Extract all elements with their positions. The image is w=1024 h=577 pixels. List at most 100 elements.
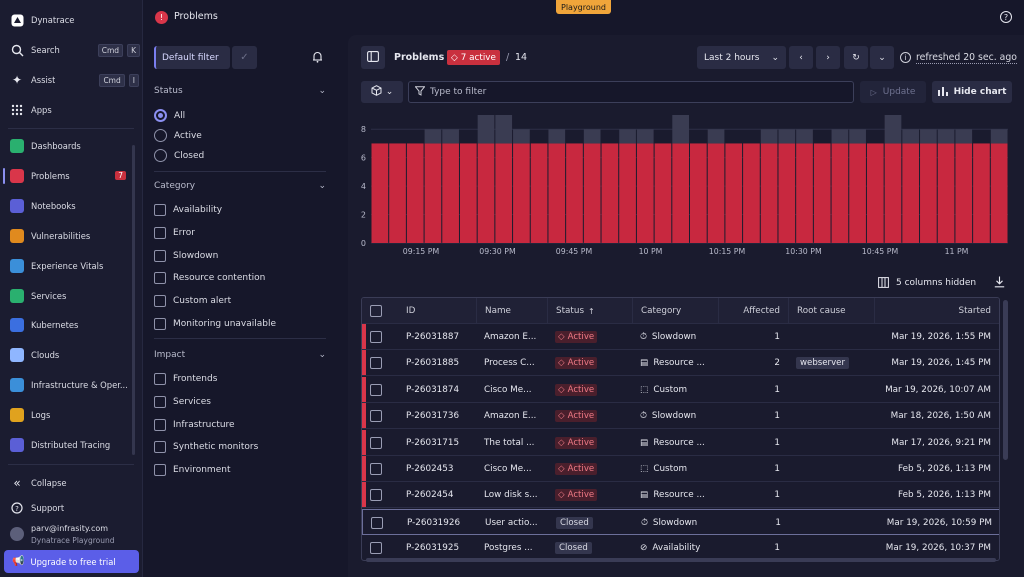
columns-hidden-label[interactable]: 5 columns hidden bbox=[896, 278, 977, 288]
checkbox-control[interactable] bbox=[154, 272, 166, 285]
active-bar[interactable] bbox=[707, 143, 725, 243]
table-row[interactable]: P-26031925 Postgres ... Closed ⊘ Availabilit… bbox=[362, 535, 999, 560]
row-checkbox[interactable] bbox=[370, 324, 390, 350]
filter-checkbox-error[interactable]: Error bbox=[154, 226, 195, 239]
filter-checkbox-custom-alert[interactable]: Custom alert bbox=[154, 295, 231, 308]
category-section-header[interactable]: Category ⌄ bbox=[154, 181, 326, 191]
active-bar[interactable] bbox=[513, 143, 530, 243]
row-checkbox[interactable] bbox=[370, 377, 390, 403]
row-checkbox[interactable] bbox=[371, 510, 391, 536]
closed-bar[interactable] bbox=[849, 129, 866, 144]
table-row[interactable]: P-2602453 Cisco Me... ◇ Active ⬚ Custom 1 Feb 5… bbox=[362, 456, 999, 482]
closed-bar[interactable] bbox=[796, 129, 813, 144]
problem-id-link[interactable]: P-26031885 bbox=[406, 358, 460, 369]
status-section-header[interactable]: Status ⌄ bbox=[154, 86, 326, 96]
select-all-checkbox[interactable] bbox=[370, 298, 390, 324]
refresh-button[interactable]: ↻ bbox=[844, 46, 868, 69]
sidebar-item-notebooks[interactable]: Notebooks bbox=[0, 192, 140, 220]
support-button[interactable]: ? Support bbox=[0, 494, 140, 522]
checkbox-control[interactable] bbox=[370, 331, 382, 343]
active-bar[interactable] bbox=[406, 143, 424, 243]
column-header-status[interactable]: Status ↑ bbox=[547, 298, 632, 324]
row-checkbox[interactable] bbox=[370, 403, 390, 429]
table-row[interactable]: P-26031887 Amazon E... ◇ Active ⏱ Slowdown 1 Ma… bbox=[362, 324, 999, 350]
status-radio-all[interactable]: All bbox=[154, 109, 185, 122]
column-header-id[interactable]: ID bbox=[398, 298, 476, 324]
collapse-button[interactable]: « Collapse bbox=[0, 469, 140, 497]
active-bar[interactable] bbox=[866, 143, 884, 243]
checkbox-control[interactable] bbox=[370, 542, 382, 555]
sidebar-item-services[interactable]: Services bbox=[0, 282, 140, 310]
sidebar-item-kubernetes[interactable]: Kubernetes bbox=[0, 311, 140, 339]
column-header-name[interactable]: Name bbox=[476, 298, 547, 324]
root-cause-tag[interactable]: webserver bbox=[796, 357, 849, 370]
checkbox-control[interactable] bbox=[370, 305, 382, 317]
column-header-started[interactable]: Started bbox=[874, 298, 999, 324]
brand-link[interactable]: Dynatrace bbox=[0, 6, 140, 34]
update-button[interactable]: ▷ Update bbox=[860, 81, 926, 103]
problem-id-link[interactable]: P-2602453 bbox=[406, 464, 454, 474]
checkbox-control[interactable] bbox=[154, 249, 166, 262]
checkbox-control[interactable] bbox=[154, 204, 166, 216]
sidebar-item-clouds[interactable]: Clouds bbox=[0, 341, 140, 369]
filter-checkbox-slowdown[interactable]: Slowdown bbox=[154, 249, 218, 262]
row-checkbox[interactable] bbox=[370, 482, 390, 508]
checkbox-control[interactable] bbox=[370, 383, 382, 396]
closed-bar[interactable] bbox=[955, 129, 973, 144]
closed-bar[interactable] bbox=[619, 129, 636, 144]
closed-bar[interactable] bbox=[778, 129, 796, 144]
problem-id-link[interactable]: P-26031715 bbox=[406, 437, 460, 448]
table-row[interactable]: P-26031874 Cisco Me... ◇ Active ⬚ Custom 1 Mar … bbox=[362, 376, 999, 403]
closed-bar[interactable] bbox=[513, 129, 530, 144]
active-bar[interactable] bbox=[902, 143, 920, 243]
problem-id-link[interactable]: P-26031874 bbox=[406, 384, 460, 395]
problem-id-link[interactable]: P-2602454 bbox=[406, 490, 454, 501]
active-bar[interactable] bbox=[654, 143, 672, 243]
checkbox-control[interactable] bbox=[154, 418, 166, 431]
search-nav-button[interactable]: Search Cmd K bbox=[0, 36, 140, 64]
closed-bar[interactable] bbox=[884, 115, 902, 144]
timeframe-select[interactable]: Last 2 hours ⌄ bbox=[697, 46, 786, 69]
sidebar-item-logs[interactable]: Logs bbox=[0, 401, 140, 429]
checkbox-control[interactable] bbox=[371, 516, 383, 529]
closed-bar[interactable] bbox=[672, 115, 689, 144]
table-row[interactable]: P-2602454 Low disk s... ◇ Active ▤ Resource .… bbox=[362, 482, 999, 509]
closed-bar[interactable] bbox=[636, 129, 654, 144]
active-bar[interactable] bbox=[424, 143, 442, 243]
checkbox-control[interactable] bbox=[154, 295, 166, 308]
column-header-affected[interactable]: Affected bbox=[718, 298, 788, 324]
filter-checkbox-infrastructure[interactable]: Infrastructure bbox=[154, 418, 235, 431]
checkbox-control[interactable] bbox=[154, 395, 166, 408]
notification-bell-icon[interactable] bbox=[312, 51, 323, 66]
sidebar-item-vulnerabilities[interactable]: Vulnerabilities bbox=[0, 222, 140, 250]
active-bar[interactable] bbox=[990, 143, 1008, 243]
closed-bar[interactable] bbox=[760, 129, 778, 144]
row-checkbox[interactable] bbox=[370, 456, 390, 482]
active-bar[interactable] bbox=[955, 143, 973, 243]
filter-checkbox-frontends[interactable]: Frontends bbox=[154, 373, 217, 385]
apply-filter-button[interactable]: ✓ bbox=[232, 46, 257, 69]
active-bar[interactable] bbox=[937, 143, 955, 243]
entity-type-select[interactable]: ⌄ bbox=[361, 81, 403, 103]
hide-chart-button[interactable]: Hide chart bbox=[932, 81, 1012, 103]
checkbox-control[interactable] bbox=[154, 318, 166, 330]
active-bar[interactable] bbox=[778, 143, 796, 243]
radio-control[interactable] bbox=[154, 129, 167, 142]
next-timeframe-button[interactable]: › bbox=[816, 46, 840, 69]
checkbox-control[interactable] bbox=[370, 436, 382, 449]
active-bar[interactable] bbox=[459, 143, 477, 243]
active-bar[interactable] bbox=[760, 143, 778, 243]
status-radio-closed[interactable]: Closed bbox=[154, 149, 204, 162]
active-bar[interactable] bbox=[371, 143, 389, 243]
checkbox-control[interactable] bbox=[154, 464, 166, 477]
problem-id-link[interactable]: P-26031926 bbox=[407, 517, 461, 528]
sidebar-item-dashboards[interactable]: Dashboards bbox=[0, 132, 140, 160]
status-radio-active[interactable]: Active bbox=[154, 129, 202, 142]
sidebar-item-problems[interactable]: Problems 7 bbox=[0, 162, 140, 190]
closed-bar[interactable] bbox=[920, 129, 937, 144]
checkbox-control[interactable] bbox=[370, 410, 382, 423]
upgrade-button[interactable]: 📢 Upgrade to free trial bbox=[4, 550, 139, 573]
active-bar[interactable] bbox=[831, 143, 849, 243]
active-bar[interactable] bbox=[636, 143, 654, 243]
checkbox-control[interactable] bbox=[154, 226, 166, 239]
